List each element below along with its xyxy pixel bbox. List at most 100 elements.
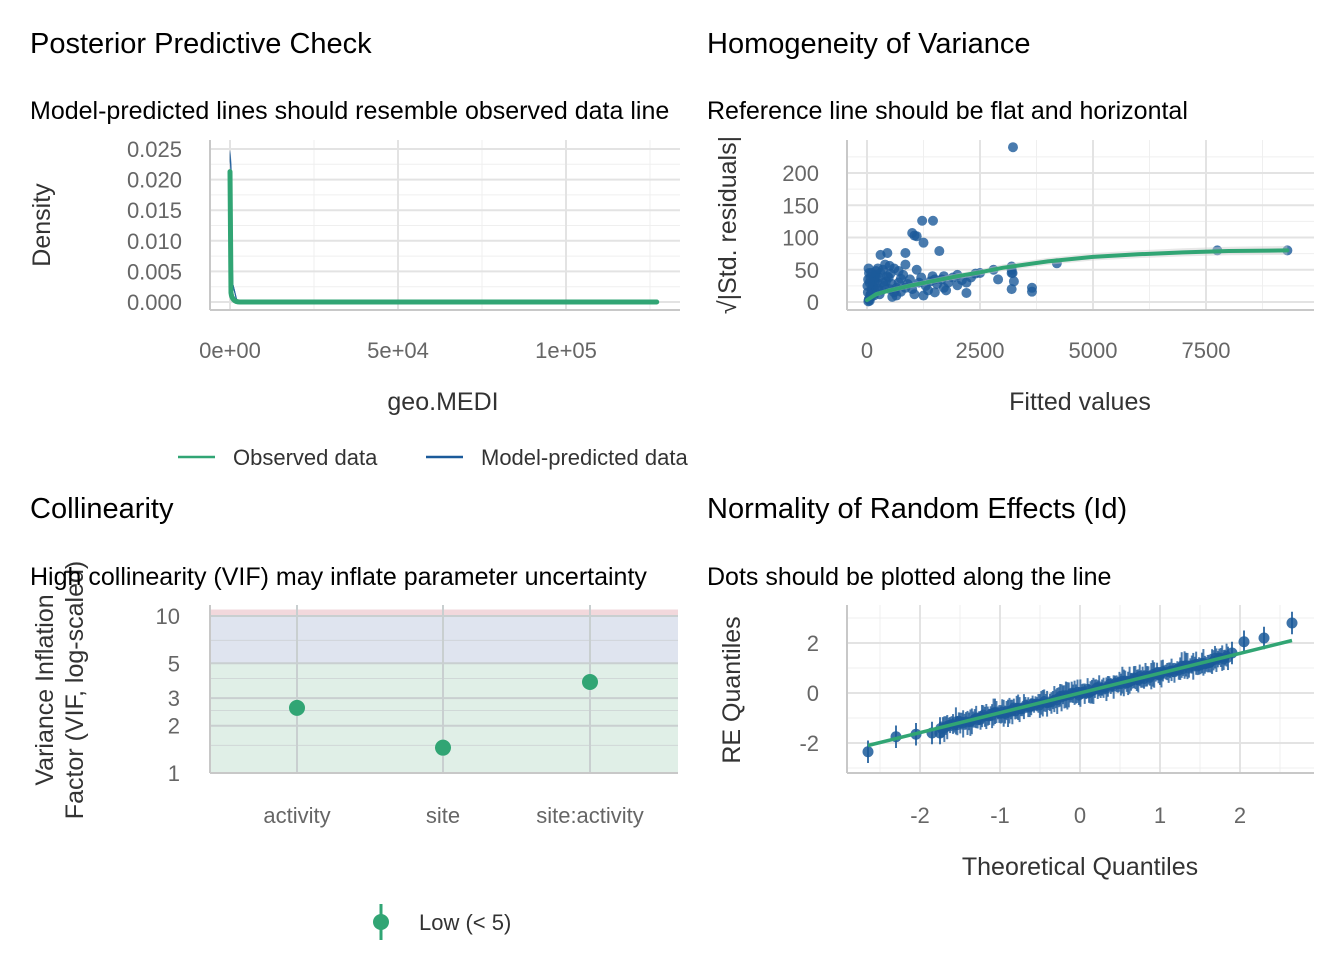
vif-points [289,673,598,756]
model-predicted-line [229,152,657,303]
legend-low-label: Low (< 5) [419,910,511,935]
residual-point [911,264,922,275]
vif-y-axis-label-line1: Variance Inflation [31,594,59,785]
residual-point [900,247,911,258]
x-tick-label: 5000 [1069,338,1118,363]
x-tick-label: 5e+04 [367,338,429,363]
legend-low-swatch-dot [373,914,389,930]
smooth-line [865,248,1290,303]
vif-subtitle: High collinearity (VIF) may inflate para… [30,563,647,591]
residual-point [1006,284,1017,295]
y-tick-label: 0.000 [127,290,182,315]
y-tick-label: 0 [807,290,819,315]
x-tick-label: 1e+05 [535,338,597,363]
vif-legend: Low (< 5) [373,904,511,940]
qq-reference-line-path [867,638,1293,748]
y-tick-label: 1 [168,761,180,786]
model-predicted-line [229,151,657,303]
residual-point [866,267,877,278]
y-tick-label: 0.020 [127,168,182,193]
legend-observed-label: Observed data [233,445,378,470]
residual-point [889,263,900,274]
y-tick-label: 5 [168,651,180,676]
model-predicted-line [229,153,657,303]
residual-point [993,274,1004,285]
y-tick-label: 0.025 [127,137,182,162]
residual-point [1008,276,1019,287]
y-tick-label: 0.010 [127,229,182,254]
x-tick-label: site:activity [536,803,644,828]
model-predicted-line [229,154,657,303]
y-tick-label: 2 [807,631,819,656]
qq-point [934,727,946,739]
residual-point [1007,142,1018,153]
y-tick-label: 10 [156,604,180,629]
y-tick-label: 150 [782,193,819,218]
x-tick-label: site [426,803,460,828]
residual-point [1026,286,1037,297]
residual-point [927,215,938,226]
qq-reference-line [867,638,1293,748]
x-tick-label: 0 [861,338,873,363]
model-predicted-line [229,155,657,303]
qq-subtitle: Dots should be plotted along the line [707,563,1111,591]
model-predicted-line [229,155,657,303]
x-tick-label: 1 [1154,803,1166,828]
panel-normality-of-random-effects: Normality of Random Effects (Id) -2 -1 0 1 2… [707,493,1314,881]
y-tick-label: 3 [168,686,180,711]
y-tick-label: 2 [168,714,180,739]
hov-x-axis-label: Fitted values [1009,388,1151,416]
residual-point [941,285,952,296]
residual-point [918,290,929,301]
residual-point [1006,267,1017,278]
residual-point [904,274,915,285]
hov-title: Homogeneity of Variance [707,28,1030,60]
vif-title: Collinearity [30,493,174,525]
x-tick-label: activity [263,803,330,828]
x-tick-label: 2500 [956,338,1005,363]
y-tick-label: 200 [782,161,819,186]
model-predicted-line [229,160,657,303]
hov-smooth [865,245,1290,303]
hov-tick-labels: 0 2500 5000 7500 0 50 100 150 200 [782,161,1230,363]
residual-point [886,278,897,289]
y-tick-label: 0 [807,681,819,706]
ppc-tick-labels: 0e+00 5e+04 1e+05 0.000 0.005 0.010 0.015 0.020… [127,137,597,363]
panel-collinearity: Collinearity 1 2 3 5 10 activity site site:acti… [30,493,678,940]
observed-data-line [227,169,660,305]
ppc-title: Posterior Predictive Check [30,28,372,60]
residual-point [911,231,922,242]
y-tick-label: 0.015 [127,198,182,223]
panel-posterior-predictive-check: Posterior Predictive Check Model-predict… [28,28,688,470]
y-tick-label: 100 [782,226,819,251]
x-tick-label: 7500 [1182,338,1231,363]
residual-point [900,259,911,270]
vif-y-axis-label-line2: Factor (VIF, log-scaled) [61,561,89,819]
qq-point [1238,636,1250,648]
x-tick-label: 2 [1234,803,1246,828]
y-tick-label: -2 [799,731,819,756]
ppc-legend: Observed data Model-predicted data [178,445,688,470]
legend-predicted-label: Model-predicted data [481,445,688,470]
qq-x-axis-label: Theoretical Quantiles [962,853,1198,881]
model-predicted-line [229,150,657,303]
x-tick-label: 0 [1074,803,1086,828]
qq-point [1258,632,1270,644]
ppc-series [227,150,660,305]
ppc-x-axis-label: geo.MEDI [387,388,498,416]
qq-title: Normality of Random Effects (Id) [707,493,1127,525]
qq-y-axis-label: RE Quantiles [718,616,746,763]
hov-subtitle: Reference line should be flat and horizo… [707,97,1188,125]
residual-point [929,287,940,298]
qq-point [862,746,874,758]
y-tick-label: 0.005 [127,259,182,284]
residual-point [918,237,929,248]
residual-point [916,272,927,283]
vif-point-site [435,739,451,756]
ppc-subtitle: Model-predicted lines should resemble ob… [30,97,669,125]
ppc-y-axis-label: Density [28,183,56,267]
vif-point-activity [289,699,305,716]
residual-point [917,215,928,226]
vif-tick-labels: 1 2 3 5 10 activity site site:activity [156,604,644,828]
